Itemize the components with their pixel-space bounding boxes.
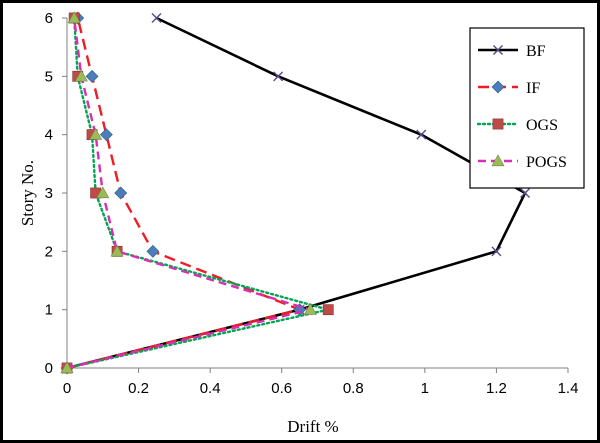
legend-entry-pogs: POGS (478, 154, 567, 171)
legend-label: POGS (526, 154, 567, 171)
marker-stroke (493, 45, 503, 55)
data-point-bf (491, 246, 502, 257)
series-layer (60, 11, 531, 375)
legend: BF IF OGS POGS (469, 27, 585, 189)
x-tick-label: 0.8 (343, 380, 364, 397)
x-axis-title: Drift % (287, 417, 338, 436)
y-tick-label: 4 (45, 127, 53, 144)
y-tick-label: 6 (45, 10, 53, 27)
legend-label: IF (526, 80, 540, 97)
data-point-bf (151, 13, 162, 23)
legend-entry-ogs: OGS (476, 117, 558, 134)
x-tick-label: 1.2 (486, 380, 507, 397)
data-point-if (85, 69, 99, 83)
x-tick-label: 0.6 (271, 380, 292, 397)
data-point-pogs (89, 128, 103, 140)
y-tick-label: 1 (45, 302, 53, 319)
marker-stroke (273, 71, 284, 82)
legend-marker-bf (493, 45, 503, 55)
legend-marker-if (491, 80, 505, 94)
y-tick-label: 2 (45, 243, 53, 260)
y-tick-label: 3 (45, 185, 53, 202)
x-tick-label: 1 (421, 380, 429, 397)
data-point-pogs (110, 244, 124, 257)
series-pogs (60, 11, 317, 374)
data-point-pogs (303, 303, 317, 315)
y-tick-label: 0 (45, 360, 53, 377)
data-point-pogs (74, 69, 88, 82)
series-line-bf (66, 16, 527, 370)
legend-box (469, 27, 585, 189)
data-point-if (99, 128, 113, 142)
marker-stroke (520, 188, 531, 198)
legend-entry-if: IF (478, 80, 540, 97)
x-tick-label: 0 (63, 380, 71, 397)
legend-marker-pogs (491, 154, 505, 167)
data-point-if (146, 244, 160, 258)
legend-label: OGS (526, 117, 558, 134)
series-bf (62, 13, 531, 373)
legend-entry-bf: BF (478, 43, 546, 60)
data-point-if (114, 186, 128, 200)
data-point-pogs (67, 11, 81, 24)
marker-stroke (151, 13, 162, 23)
data-point-ogs (322, 304, 334, 316)
legend-label: BF (526, 43, 546, 60)
x-tick-label: 0.4 (200, 380, 221, 397)
marker-stroke (416, 129, 427, 140)
legend-marker-ogs (492, 118, 504, 130)
y-tick-label: 5 (45, 68, 53, 85)
y-axis-title: Story No. (18, 160, 37, 226)
data-point-pogs (96, 186, 110, 199)
marker-stroke (491, 246, 502, 257)
data-point-bf (416, 129, 427, 140)
x-tick-label: 1.4 (558, 380, 579, 397)
data-point-bf (520, 188, 531, 198)
data-point-pogs (60, 361, 74, 374)
data-point-bf (273, 71, 284, 82)
x-tick-label: 0.2 (128, 380, 149, 397)
